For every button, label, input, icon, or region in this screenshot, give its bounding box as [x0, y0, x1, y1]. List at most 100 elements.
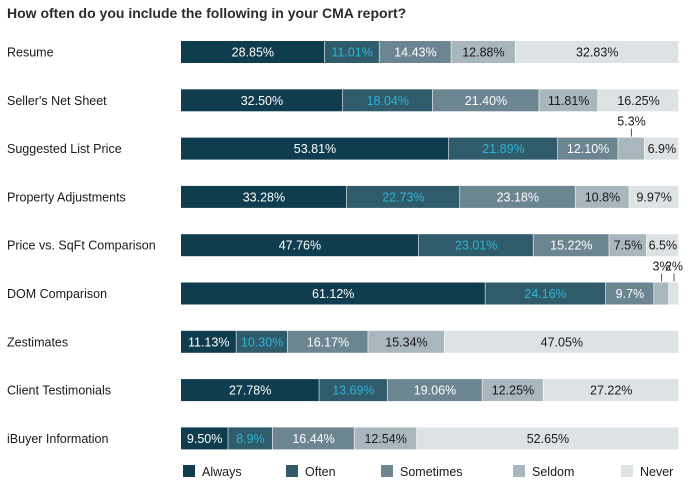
data-label-seldom-client-testimonials: 12.25% — [492, 384, 534, 398]
data-label-often-dom-comparison: 24.16% — [524, 287, 566, 301]
bar-segment-never-property-adjustments — [629, 185, 679, 208]
data-label-never-client-testimonials: 27.22% — [590, 384, 632, 398]
category-label-seller-s-net-sheet: Seller's Net Sheet — [7, 94, 107, 108]
bar-segment-sometimes-property-adjustments — [460, 185, 575, 208]
data-label-always-property-adjustments: 33.28% — [243, 190, 285, 204]
bar-segment-sometimes-suggested-list-price — [557, 137, 618, 160]
bar-segment-seldom-client-testimonials — [482, 379, 543, 402]
bar-segment-always-ibuyer-information — [181, 427, 228, 450]
bar-segment-seldom-suggested-list-price — [618, 137, 645, 160]
bar-segment-always-client-testimonials — [181, 379, 319, 402]
bar-segment-sometimes-ibuyer-information — [272, 427, 354, 450]
data-label-never-zestimates: 47.05% — [541, 335, 583, 349]
data-label-sometimes-property-adjustments: 23.18% — [497, 190, 539, 204]
bar-segment-often-property-adjustments — [346, 185, 460, 208]
bar-segment-seldom-resume — [451, 41, 515, 63]
bar-segment-never-suggested-list-price — [644, 137, 679, 160]
category-label-suggested-list-price: Suggested List Price — [7, 142, 122, 156]
bar-segment-often-suggested-list-price — [448, 137, 558, 160]
data-label-sometimes-ibuyer-information: 16.44% — [292, 432, 334, 446]
data-label-seldom-ibuyer-information: 12.54% — [364, 432, 406, 446]
category-label-property-adjustments: Property Adjustments — [7, 190, 126, 204]
data-label-sometimes-zestimates: 16.17% — [307, 335, 349, 349]
bar-segment-often-resume — [324, 41, 379, 63]
data-label-never-ibuyer-information: 52.65% — [527, 432, 569, 446]
bar-segment-sometimes-price-vs-sqft-comparison — [533, 234, 609, 257]
data-label-often-property-adjustments: 22.73% — [382, 190, 424, 204]
bar-segment-always-price-vs-sqft-comparison — [181, 234, 419, 257]
category-label-price-vs-sqft-comparison: Price vs. SqFt Comparison — [7, 239, 156, 253]
data-label-seldom-zestimates: 15.34% — [385, 335, 427, 349]
bar-segment-never-price-vs-sqft-comparison — [646, 234, 679, 257]
category-label-client-testimonials: Client Testimonials — [7, 384, 111, 398]
data-label-always-resume: 28.85% — [232, 46, 274, 60]
data-label-always-price-vs-sqft-comparison: 47.76% — [279, 239, 321, 253]
bar-segment-sometimes-seller-s-net-sheet — [432, 89, 539, 112]
legend-label-never: Never — [640, 465, 673, 479]
legend-label-seldom: Seldom — [532, 465, 574, 479]
legend-label-always: Always — [202, 465, 242, 479]
bar-segment-often-price-vs-sqft-comparison — [418, 234, 533, 257]
data-label-seldom-dom-comparison: 3% — [653, 260, 671, 274]
bar-segment-seldom-seller-s-net-sheet — [539, 89, 598, 112]
bar-segment-always-property-adjustments — [181, 185, 347, 208]
legend-label-often: Often — [305, 465, 336, 479]
bar-segment-often-seller-s-net-sheet — [342, 89, 433, 112]
data-label-always-seller-s-net-sheet: 32.50% — [241, 94, 283, 108]
data-label-always-dom-comparison: 61.12% — [312, 287, 354, 301]
data-label-always-suggested-list-price: 53.81% — [294, 142, 336, 156]
data-label-often-seller-s-net-sheet: 18.04% — [367, 94, 409, 108]
data-label-seldom-price-vs-sqft-comparison: 7.5% — [614, 239, 643, 253]
bar-segment-never-zestimates — [444, 330, 679, 353]
data-label-always-ibuyer-information: 9.50% — [187, 432, 222, 446]
legend-label-sometimes: Sometimes — [400, 465, 463, 479]
bar-segment-seldom-price-vs-sqft-comparison — [609, 234, 647, 257]
data-label-always-zestimates: 11.13% — [188, 335, 229, 349]
data-label-seldom-seller-s-net-sheet: 11.81% — [548, 94, 589, 108]
category-label-ibuyer-information: iBuyer Information — [7, 432, 108, 446]
bar-segment-always-zestimates — [181, 330, 236, 353]
bar-segment-sometimes-zestimates — [287, 330, 368, 353]
data-label-often-suggested-list-price: 21.89% — [482, 142, 524, 156]
chart-title: How often do you include the following i… — [7, 5, 407, 21]
legend-swatch-often — [286, 465, 298, 477]
category-label-zestimates: Zestimates — [7, 335, 68, 349]
bar-segment-never-client-testimonials — [543, 379, 679, 402]
data-label-often-resume: 11.01% — [331, 46, 372, 60]
legend-swatch-always — [183, 465, 195, 477]
bar-segment-seldom-zestimates — [368, 330, 445, 353]
bar-segment-never-ibuyer-information — [416, 427, 679, 450]
bar-segment-always-dom-comparison — [181, 282, 485, 305]
legend-swatch-seldom — [513, 465, 525, 477]
category-label-resume: Resume — [7, 46, 54, 60]
data-label-always-client-testimonials: 27.78% — [229, 384, 271, 398]
bar-segment-always-resume — [181, 41, 325, 63]
bar-segment-sometimes-resume — [379, 41, 451, 63]
bar-segment-never-seller-s-net-sheet — [598, 89, 679, 112]
data-label-never-resume: 32.83% — [576, 46, 618, 60]
bar-segment-seldom-dom-comparison — [654, 282, 669, 305]
bar-segment-often-client-testimonials — [319, 379, 387, 402]
bar-segment-often-zestimates — [236, 330, 288, 353]
data-label-often-price-vs-sqft-comparison: 23.01% — [455, 239, 497, 253]
data-label-seldom-resume: 12.88% — [462, 46, 504, 60]
data-label-often-ibuyer-information: 8.9% — [236, 432, 265, 446]
data-label-never-suggested-list-price: 6.9% — [648, 142, 677, 156]
data-label-sometimes-suggested-list-price: 12.10% — [567, 142, 609, 156]
bar-segment-never-resume — [515, 41, 679, 63]
legend-swatch-never — [621, 465, 633, 477]
data-label-never-dom-comparison: 2% — [665, 260, 683, 274]
data-label-sometimes-seller-s-net-sheet: 21.40% — [465, 94, 507, 108]
data-label-often-zestimates: 10.30% — [241, 335, 283, 349]
data-label-never-property-adjustments: 9.97% — [636, 190, 671, 204]
bar-segment-seldom-property-adjustments — [575, 185, 629, 208]
data-label-never-seller-s-net-sheet: 16.25% — [617, 94, 659, 108]
data-label-often-client-testimonials: 13.69% — [332, 384, 374, 398]
bar-segment-never-dom-comparison — [669, 282, 679, 305]
data-label-sometimes-client-testimonials: 19.06% — [414, 384, 456, 398]
bar-segment-often-dom-comparison — [485, 282, 606, 305]
data-label-never-price-vs-sqft-comparison: 6.5% — [649, 239, 678, 253]
bar-segment-sometimes-dom-comparison — [605, 282, 654, 305]
bar-segment-always-suggested-list-price — [181, 137, 449, 160]
